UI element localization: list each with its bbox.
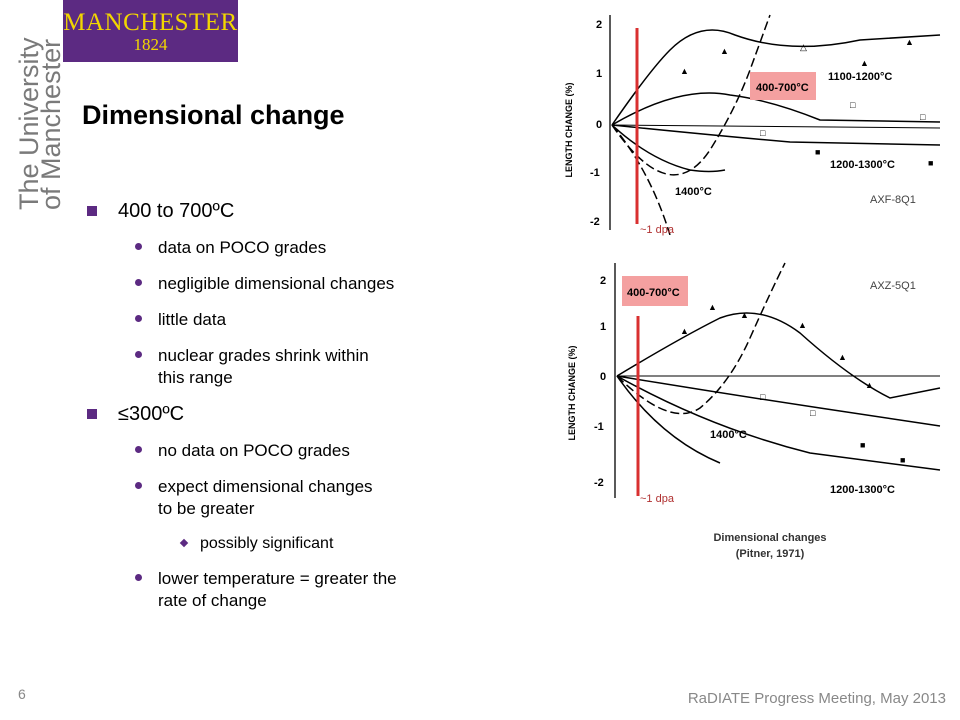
top-curve-low-temp — [611, 29, 941, 126]
top-curve-flat — [611, 124, 941, 129]
bullet-little-data: little data — [85, 309, 525, 331]
top-tick-1: 1 — [596, 68, 602, 80]
bullet-poco-data: data on POCO grades — [85, 237, 525, 259]
bullet-400-700: 400 to 700ºC — [85, 200, 525, 223]
bottom-figure-label: AXZ-5Q1 — [870, 280, 916, 292]
vertical-university-text: The University of Manchester — [14, 10, 66, 210]
bottom-marker-sq-2: □ — [810, 408, 816, 418]
bottom-highlight-box — [622, 276, 688, 306]
bullet-expect-greater-line2: to be greater — [158, 499, 255, 518]
top-marker-sq-3: □ — [920, 112, 926, 122]
logo-year: 1824 — [133, 35, 168, 54]
top-marker-tri-4: ▲ — [860, 58, 869, 68]
bottom-marker-tri-6: ▲ — [865, 380, 874, 390]
bottom-tick-0: 0 — [600, 371, 606, 383]
bottom-curve-1400 — [616, 375, 721, 464]
bullet-expect-greater: expect dimensional changes to be greater — [85, 476, 525, 520]
university-logo: MANCHESTER 1824 — [63, 0, 238, 62]
top-highlight-box — [750, 72, 816, 100]
bottom-tick-m2: -2 — [594, 477, 604, 489]
bullet-300: ≤300ºC — [85, 403, 525, 426]
bullet-lower-temperature-line2: rate of change — [158, 591, 267, 610]
bottom-marker-tri-4: ▲ — [798, 320, 807, 330]
top-curve-dashed-down — [611, 124, 671, 235]
vertical-line-2: of Manchester — [36, 38, 66, 210]
bullet-negligible: negligible dimensional changes — [85, 273, 525, 295]
top-marker-sq-2: □ — [850, 100, 856, 110]
top-figure-label: AXF-8Q1 — [870, 194, 916, 206]
top-marker-tri-2: ▲ — [720, 46, 729, 56]
bottom-tick-2: 2 — [600, 275, 606, 287]
footer-text: RaDIATE Progress Meeting, May 2013 — [687, 690, 946, 707]
caption-line-2: (Pitner, 1971) — [735, 548, 805, 560]
bottom-tick-m1: -1 — [594, 421, 604, 433]
caption-line-1: Dimensional changes — [713, 532, 827, 544]
logo-name: MANCHESTER — [63, 9, 238, 36]
bottom-marker-sq-1: □ — [760, 392, 766, 402]
bottom-dpa-label: ~1 dpa — [640, 493, 674, 505]
top-marker-tri-1: ▲ — [680, 66, 689, 76]
top-figure: LENGTH CHANGE (%) 2 1 0 -1 -2 400-700°C … — [564, 14, 941, 235]
bottom-curve-steep — [616, 262, 786, 415]
top-dpa-label: ~1 dpa — [640, 224, 674, 236]
bottom-marker-fsq-2: ■ — [900, 455, 905, 465]
top-marker-fsq-2: ■ — [928, 158, 933, 168]
bottom-tick-1: 1 — [600, 321, 606, 333]
top-marker-fsq-1: ■ — [815, 147, 820, 157]
top-annot-1400: 1400°C — [675, 186, 712, 198]
bottom-marker-tri-2: ▲ — [708, 302, 717, 312]
top-highlight-label: 400-700°C — [756, 82, 809, 94]
bottom-curve-hump — [616, 312, 941, 399]
bullet-expect-greater-line1: expect dimensional changes — [158, 477, 373, 496]
top-curve-1400 — [611, 124, 726, 173]
bullet-no-poco-data: no data on POCO grades — [85, 440, 525, 462]
top-ylabel: LENGTH CHANGE (%) — [564, 83, 574, 178]
top-tick-m1: -1 — [590, 167, 600, 179]
top-tick-2: 2 — [596, 19, 602, 31]
top-tick-0: 0 — [596, 119, 602, 131]
figure-caption: Dimensional changes (Pitner, 1971) — [600, 530, 940, 562]
top-marker-sq-1: □ — [760, 128, 766, 138]
bullet-lower-temperature-line1: lower temperature = greater the — [158, 569, 397, 588]
top-tick-m2: -2 — [590, 216, 600, 228]
bullet-nuclear-shrink-line2: this range — [158, 368, 233, 387]
bottom-ylabel: LENGTH CHANGE (%) — [567, 346, 577, 441]
bullet-nuclear-shrink: nuclear grades shrink within this range — [85, 345, 525, 389]
bottom-marker-fsq-1: ■ — [860, 440, 865, 450]
bullet-nuclear-shrink-line1: nuclear grades shrink within — [158, 346, 369, 365]
top-marker-tri-3: △ — [800, 42, 807, 52]
bullet-lower-temperature: lower temperature = greater the rate of … — [85, 568, 525, 612]
bullet-list: 400 to 700ºC data on POCO grades negligi… — [85, 200, 525, 626]
bullet-possibly-significant: possibly significant — [85, 534, 525, 554]
bottom-figure: LENGTH CHANGE (%) 2 1 0 -1 -2 400-700°C … — [567, 262, 941, 498]
bottom-annot-1200: 1200-1300°C — [830, 484, 895, 496]
bottom-marker-tri-1: ▲ — [680, 326, 689, 336]
top-annot-1100: 1100-1200°C — [828, 71, 892, 83]
bottom-annot-1400: 1400°C — [710, 429, 747, 441]
top-annot-1200: 1200-1300°C — [830, 159, 895, 171]
bottom-highlight-label: 400-700°C — [627, 287, 680, 299]
slide-title: Dimensional change — [82, 100, 345, 130]
top-marker-tri-5: ▲ — [905, 37, 914, 47]
bottom-marker-tri-5: ▲ — [838, 352, 847, 362]
page-number: 6 — [18, 686, 26, 702]
top-curve-mid — [611, 92, 941, 126]
bottom-curve-mid — [616, 375, 941, 427]
bottom-marker-tri-3: ▲ — [740, 310, 749, 320]
bottom-curve-1200 — [616, 375, 941, 471]
top-curve-steep — [611, 14, 771, 176]
